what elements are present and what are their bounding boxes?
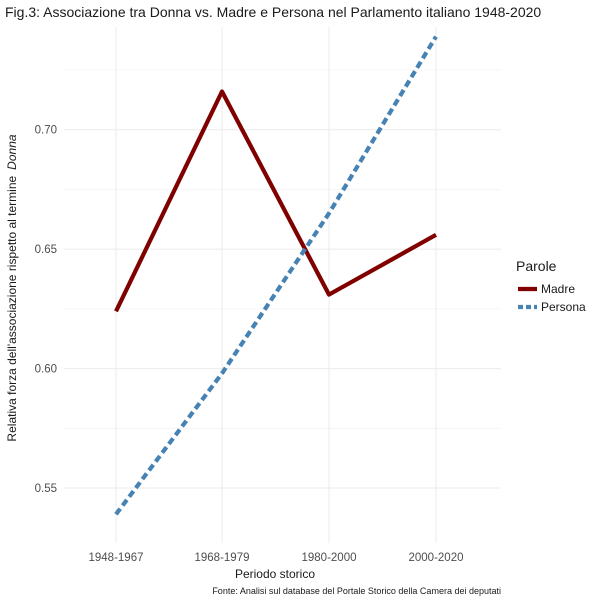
y-tick-label: 0.60: [35, 364, 57, 376]
legend-label-persona: Persona: [541, 300, 586, 314]
y-tick-label: 0.65: [35, 244, 57, 256]
x-tick-label: 2000-2020: [409, 552, 464, 564]
x-tick-label: 1980-2000: [302, 552, 357, 564]
x-axis-title: Periodo storico: [235, 567, 315, 581]
x-tick-labels: 1948-1967 1968-1979 1980-2000 2000-2020: [89, 552, 464, 564]
y-tick-labels: 0.55 0.60 0.65 0.70: [35, 125, 57, 495]
legend-label-madre: Madre: [541, 282, 575, 296]
x-tick-label: 1948-1967: [89, 552, 144, 564]
series-line-persona: [114, 35, 438, 516]
y-tick-label: 0.55: [35, 483, 57, 495]
y-tick-label: 0.70: [35, 125, 57, 137]
caption: Fonte: Analisi sul database del Portale …: [212, 586, 501, 596]
y-axis-title-italic: Donna: [5, 134, 19, 170]
chart-title: Fig.3: Associazione tra Donna vs. Madre …: [5, 4, 541, 20]
y-axis-title: Relativa forza dell'associazione rispett…: [5, 134, 19, 441]
y-axis-title-main: Relativa forza dell'associazione rispett…: [5, 175, 19, 441]
series-lines: [114, 35, 438, 516]
y-axis-title-group: Relativa forza dell'associazione rispett…: [5, 134, 19, 441]
legend: Parole Madre Persona: [516, 258, 586, 314]
x-tick-label: 1968-1979: [195, 552, 250, 564]
series-line-madre: [114, 89, 438, 313]
legend-title: Parole: [516, 258, 557, 274]
grid: [64, 27, 501, 543]
